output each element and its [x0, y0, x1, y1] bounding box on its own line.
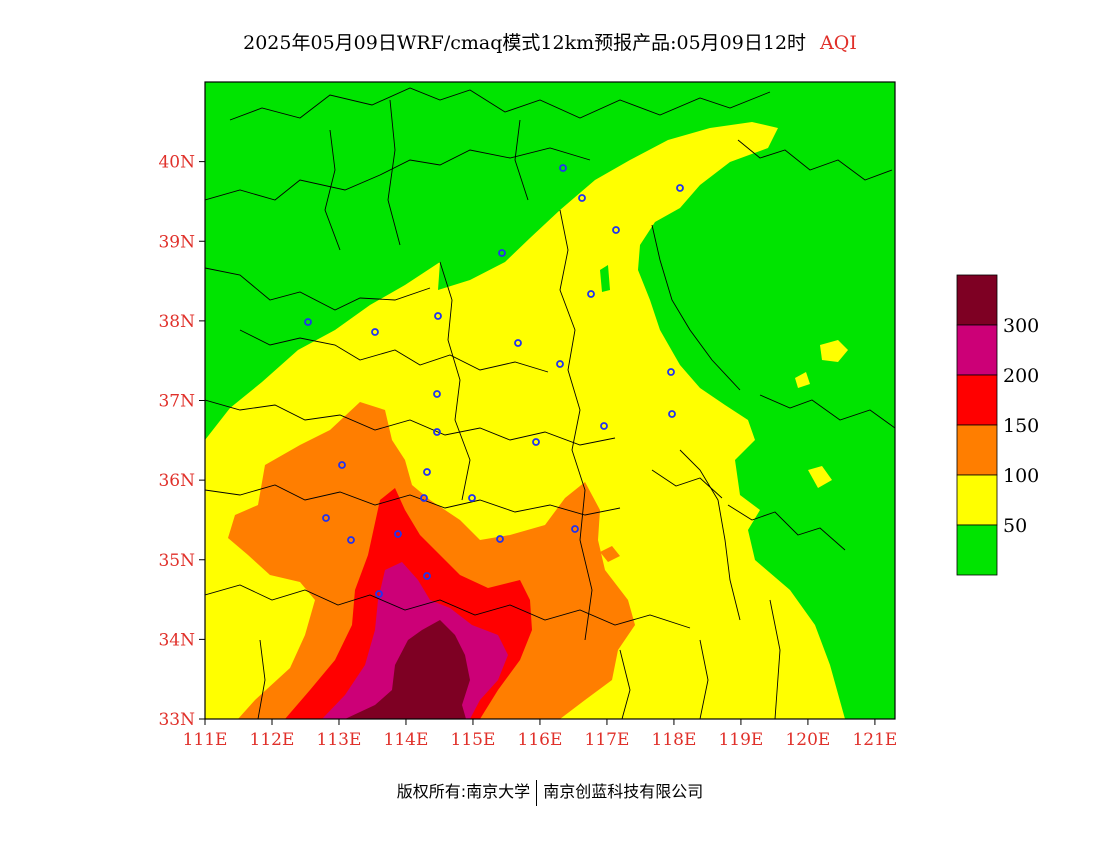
legend-swatch	[956, 274, 998, 326]
copyright-right: 南京创蓝科技有限公司	[543, 782, 704, 801]
aqi-moderate-patch	[808, 466, 832, 488]
legend-label: 50	[1003, 515, 1027, 537]
city-marker	[423, 468, 431, 476]
legend-label: 200	[1003, 365, 1039, 387]
lon-tick-label: 111E	[183, 730, 228, 750]
lon-tick-label: 119E	[718, 730, 763, 750]
lon-tick-label: 112E	[250, 730, 295, 750]
city-marker	[514, 339, 522, 347]
city-marker	[371, 328, 379, 336]
city-marker	[532, 438, 540, 446]
city-marker	[612, 226, 620, 234]
map-axes: 33N 34N 35N 36N 37N 38N 39N 40N 111E 112E 113E 114E…	[158, 153, 897, 750]
copyright-left: 版权所有:南京大学	[396, 782, 531, 801]
city-marker	[420, 494, 428, 502]
city-marker	[587, 290, 595, 298]
city-marker	[600, 422, 608, 430]
legend-swatch	[956, 374, 998, 426]
city-marker	[498, 249, 506, 257]
lon-tick-label: 116E	[518, 730, 563, 750]
lat-tick-label: 35N	[158, 551, 195, 571]
lat-tick-label: 38N	[158, 312, 195, 332]
city-marker	[434, 312, 442, 320]
city-marker	[394, 530, 402, 538]
city-marker	[338, 461, 346, 469]
city-marker	[433, 390, 441, 398]
title-text: 2025年05月09日WRF/cmaq模式12km预报产品:05月09日12时	[243, 32, 807, 54]
city-marker	[668, 410, 676, 418]
city-marker	[433, 428, 441, 436]
lat-tick-label: 37N	[158, 392, 195, 412]
city-markers	[304, 164, 684, 598]
city-marker	[423, 572, 431, 580]
lat-tick-label: 33N	[158, 710, 195, 730]
lat-tick-label: 39N	[158, 232, 195, 252]
lon-tick-label: 114E	[384, 730, 429, 750]
city-marker	[347, 536, 355, 544]
legend-swatch	[956, 524, 998, 576]
lat-tick-label: 40N	[158, 153, 195, 173]
copyright-footer: 版权所有:南京大学 南京创蓝科技有限公司	[0, 778, 1100, 806]
legend-label: 300	[1003, 315, 1039, 337]
city-marker	[468, 494, 476, 502]
legend-swatch	[956, 424, 998, 476]
city-marker	[578, 194, 586, 202]
aqi-moderate-patch	[820, 340, 848, 362]
lon-tick-label: 120E	[785, 730, 830, 750]
city-marker	[556, 360, 564, 368]
product-label: AQI	[820, 32, 857, 54]
city-marker	[676, 184, 684, 192]
city-marker	[496, 535, 504, 543]
aqi-moderate-patch	[795, 372, 810, 388]
lat-tick-label: 36N	[158, 471, 195, 491]
aqi-fields	[205, 82, 895, 719]
aqi-legend: 50 100 150 200 300	[956, 274, 1039, 576]
lon-tick-label: 113E	[317, 730, 362, 750]
lon-tick-label: 118E	[652, 730, 697, 750]
city-marker	[322, 514, 330, 522]
legend-label: 100	[1003, 465, 1039, 487]
aqi-usg-patch	[600, 546, 620, 562]
lat-tick-label: 34N	[158, 630, 195, 650]
city-marker	[667, 368, 675, 376]
city-marker	[375, 590, 383, 598]
aqi-hazardous-area	[345, 620, 470, 719]
legend-swatch	[956, 474, 998, 526]
city-marker	[304, 318, 312, 326]
legend-swatch	[956, 324, 998, 376]
city-marker	[571, 525, 579, 533]
aqi-good-patch	[600, 265, 610, 292]
footer-separator	[536, 779, 538, 806]
lon-tick-label: 121E	[852, 730, 897, 750]
lon-tick-label: 117E	[585, 730, 630, 750]
map-title: 2025年05月09日WRF/cmaq模式12km预报产品:05月09日12时 A…	[0, 28, 1100, 55]
legend-label: 150	[1003, 415, 1039, 437]
city-marker	[559, 164, 567, 172]
lon-tick-label: 115E	[451, 730, 496, 750]
admin-boundaries	[205, 87, 895, 719]
